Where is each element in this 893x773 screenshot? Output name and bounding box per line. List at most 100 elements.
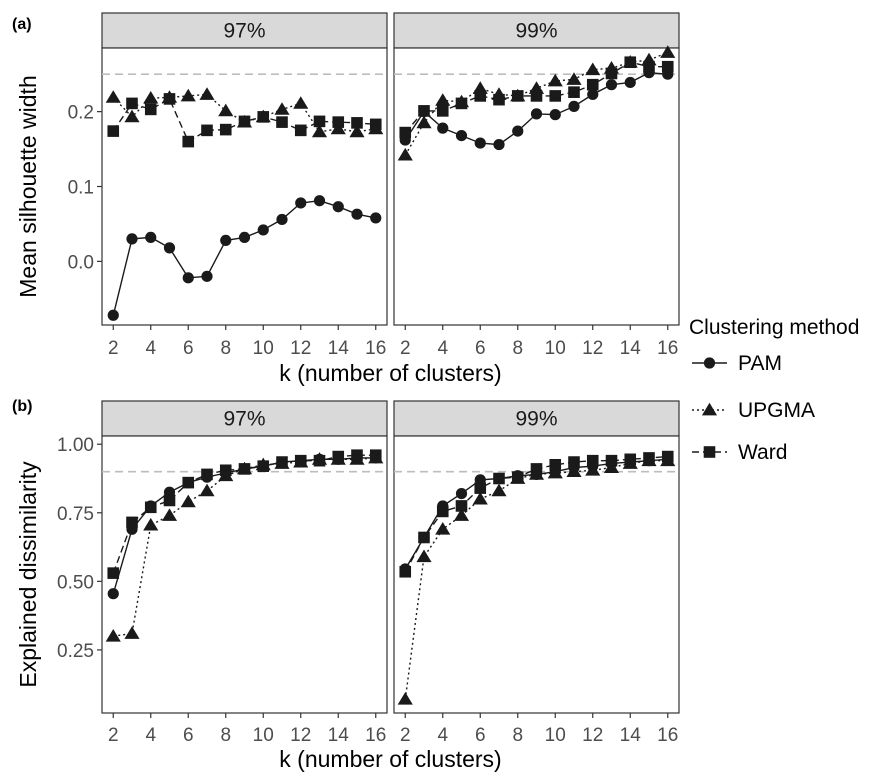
panel-a-facet-1-point-pam-k15 <box>351 208 363 220</box>
panel-a-facet-1-point-upgma-k15 <box>349 124 365 138</box>
panel-a-facet-2-point-ward-k11 <box>568 86 580 98</box>
panel-a-facet-1-point-ward-k14 <box>332 116 345 128</box>
panel-b-facet-2-point-ward-k6 <box>474 482 487 494</box>
panel-b-facet-1-point-ward-k6 <box>182 476 195 489</box>
panel-b-facet-1-y-tick-label: 0.25 <box>57 641 94 662</box>
panel-a-facet-1-x-tick-label: 10 <box>253 338 274 359</box>
panel-b-facet-1-point-pam-k2 <box>107 588 119 600</box>
panel-b-facet-2-x-tick-label: 16 <box>657 725 678 746</box>
panel-a-facet-2-point-ward-k8 <box>511 90 524 102</box>
panel-a-facet-1-point-ward-k2 <box>107 125 120 137</box>
legend: Clustering method PAM UPGMA Ward <box>689 316 859 464</box>
panel-b-facet-2-point-ward-k7 <box>493 472 505 485</box>
panel-a-facet-1-point-upgma-k3 <box>124 109 140 123</box>
panel-b-facet-1-y-tick-label: 0.75 <box>57 504 94 525</box>
panel-b-facet-2-point-upgma-k4 <box>435 522 451 535</box>
panel-a-facet-2-point-ward-k13 <box>605 67 618 80</box>
panel-a-facet-1-point-ward-k3 <box>126 97 138 110</box>
panel-a-facet-1-point-ward-k12 <box>294 124 307 137</box>
panel-b-facet-2-point-ward-k10 <box>549 458 562 471</box>
panel-a-facet-1-y-tick-label: 0.1 <box>68 178 94 199</box>
panel-a-facet-1-point-ward-k6 <box>182 135 195 148</box>
panel-a-facet-1-point-upgma-k13 <box>311 124 328 138</box>
panel-a-facet-2-point-ward-k12 <box>586 78 599 91</box>
panel-b-facet-2-point-upgma-k12 <box>585 463 601 476</box>
panel-a-facet-1-point-ward-k10 <box>257 111 270 123</box>
panel-a-facet-1-strip <box>101 12 388 49</box>
panel-a-facet-2-point-pam-k13 <box>605 79 618 91</box>
panel-a-facet-1-point-ward-k13 <box>313 115 326 128</box>
legend-key-marker-pam <box>703 357 716 369</box>
panel-a-facet-2-point-ward-k9 <box>530 90 543 102</box>
panel-b-facet-1-point-ward-k11 <box>276 456 288 468</box>
panel-b-tag: (b) <box>12 398 32 415</box>
panel-b-facet-1-series-line-upgma <box>113 457 376 637</box>
panel-b-y-axis-title: Explained dissimilarity <box>15 461 41 688</box>
panel-a-facet-2-point-upgma-k10 <box>547 73 563 87</box>
panel-b-facet-1-strip-label: 97% <box>223 408 265 431</box>
panel-b-facet-1-point-ward-k14 <box>332 450 345 463</box>
panel-b-facet-1-x-tick-label: 8 <box>220 725 231 746</box>
panel-a-facet-2-point-upgma-k4 <box>435 93 451 106</box>
panel-a-facet-1-point-ward-k5 <box>163 93 176 105</box>
panel-b-facet-1-point-ward-k16 <box>369 449 382 461</box>
panel-a-facet-1-point-upgma-k7 <box>199 87 215 100</box>
panel-b-facet-1-point-ward-k4 <box>144 501 157 514</box>
panel-a-facet-2-point-ward-k16 <box>661 60 674 73</box>
panel-b-facet-1-point-ward-k3 <box>126 516 138 529</box>
panel-b-facet-2-point-ward-k9 <box>530 463 543 475</box>
panel-a-facet-1-point-upgma-k8 <box>218 103 234 117</box>
panel-a-facet-1-x-tick-label: 14 <box>328 338 350 359</box>
panel-a-facet-2-point-ward-k3 <box>418 105 430 117</box>
panel-a-facet-2-point-upgma-k12 <box>585 62 601 76</box>
panel-b-facet-2-point-upgma-k3 <box>416 549 432 563</box>
panel-a-facet-2-point-ward-k14 <box>624 56 637 69</box>
panel-b-facet-2-x-tick-label: 4 <box>437 725 448 746</box>
panel-a-facet-1-point-pam-k13 <box>313 195 326 207</box>
panel-b-facet-1-y-tick-label: 0.50 <box>57 572 94 593</box>
panel-a-facet-1-x-tick-label: 4 <box>145 338 156 359</box>
panel-a-facet-1-point-ward-k15 <box>351 117 363 129</box>
panel-a-facet-2-x-tick-label: 12 <box>582 338 603 359</box>
panel-a-facet-1-point-pam-k5 <box>163 242 176 254</box>
panel-b-facet-1-point-ward-k9 <box>238 463 251 475</box>
legend-label-upgma: UPGMA <box>738 399 815 422</box>
panel-a-facet-2-point-ward-k15 <box>643 60 655 73</box>
panel-a-facet-2-point-ward-k4 <box>436 105 449 117</box>
panel-a-facet-2-x-tick-label: 8 <box>512 338 523 359</box>
legend-key-marker-upgma <box>701 402 718 416</box>
panel-a-facet-2-x-tick-label: 6 <box>475 338 486 359</box>
panel-a-facet-1-point-upgma-k6 <box>180 88 196 102</box>
legend-key-marker-ward <box>703 446 716 458</box>
panel-b-facet-2-point-upgma-k10 <box>547 465 563 479</box>
panel-b-facet-1-point-ward-k8 <box>219 464 232 477</box>
panel-a-facet-1-x-tick-label: 6 <box>183 338 194 359</box>
panel-b-facet-2-point-ward-k15 <box>643 452 655 464</box>
panel-b-facet-2-point-ward-k2 <box>399 565 412 578</box>
panel-a-facet-2-point-pam-k11 <box>568 100 580 112</box>
panel-b-facet-1-point-ward-k15 <box>351 449 363 461</box>
panel-a-facet-1-point-upgma-k12 <box>293 96 309 109</box>
panel-a-facet-1-point-ward-k8 <box>219 123 232 136</box>
panel-a-facet-1-x-tick-label: 2 <box>108 338 119 359</box>
panel-a-facet-1-point-upgma-k14 <box>330 121 346 135</box>
panel-a-facet-2-point-ward-k10 <box>549 90 562 102</box>
panel-a-facet-1-point-pam-k6 <box>182 272 194 284</box>
panel-b-facet-1-point-upgma-k7 <box>199 483 215 497</box>
panel-b-facet-1-point-upgma-k4 <box>143 517 159 531</box>
panel-b-facet-2-point-upgma-k13 <box>603 460 620 473</box>
panel-a-facet-2-point-upgma-k2 <box>397 147 413 161</box>
panel-b-facet-1-point-ward-k10 <box>257 460 270 472</box>
panel-b-facet-2-point-ward-k16 <box>661 450 674 463</box>
panel-b-facet-2-point-pam-k5 <box>455 487 468 500</box>
panel-a-facet-1-point-pam-k14 <box>332 201 344 213</box>
panel-b-facet-1-point-ward-k5 <box>163 494 176 507</box>
panel-b-facet-2-point-ward-k8 <box>511 471 524 483</box>
panel-b-facet-1-x-tick-label: 14 <box>328 725 350 746</box>
panel-a-y-axis-title: Mean silhouette width <box>15 75 41 297</box>
panel-a-facet-1-panel <box>101 47 388 326</box>
panel-b-facet-2-point-ward-k5 <box>455 500 468 512</box>
panel-b-facet-1-point-upgma-k2 <box>105 629 121 642</box>
panel-b-facet-2-point-ward-k14 <box>624 453 637 466</box>
